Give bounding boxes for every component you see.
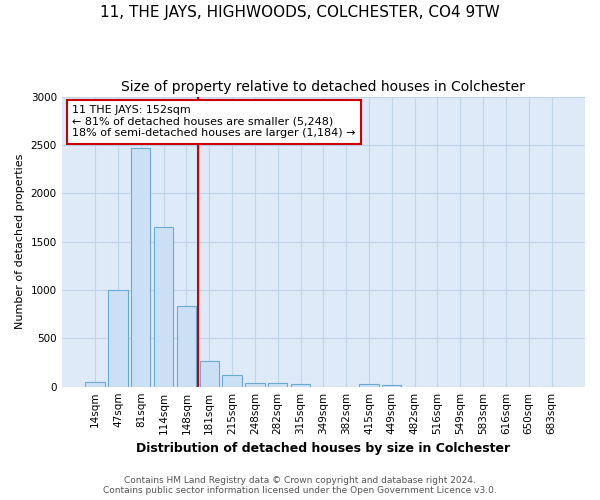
Text: 11, THE JAYS, HIGHWOODS, COLCHESTER, CO4 9TW: 11, THE JAYS, HIGHWOODS, COLCHESTER, CO4… — [100, 5, 500, 20]
Bar — [108, 290, 128, 386]
Bar — [85, 382, 105, 386]
Bar — [200, 360, 219, 386]
Bar — [382, 385, 401, 386]
Bar — [245, 382, 265, 386]
Bar — [177, 306, 196, 386]
Bar — [223, 374, 242, 386]
Title: Size of property relative to detached houses in Colchester: Size of property relative to detached ho… — [121, 80, 525, 94]
Bar — [359, 384, 379, 386]
Bar — [131, 148, 151, 386]
Y-axis label: Number of detached properties: Number of detached properties — [15, 154, 25, 330]
Text: 11 THE JAYS: 152sqm
← 81% of detached houses are smaller (5,248)
18% of semi-det: 11 THE JAYS: 152sqm ← 81% of detached ho… — [72, 106, 356, 138]
Bar — [291, 384, 310, 386]
Text: Contains HM Land Registry data © Crown copyright and database right 2024.
Contai: Contains HM Land Registry data © Crown c… — [103, 476, 497, 495]
Bar — [154, 227, 173, 386]
X-axis label: Distribution of detached houses by size in Colchester: Distribution of detached houses by size … — [136, 442, 511, 455]
Bar — [268, 382, 287, 386]
